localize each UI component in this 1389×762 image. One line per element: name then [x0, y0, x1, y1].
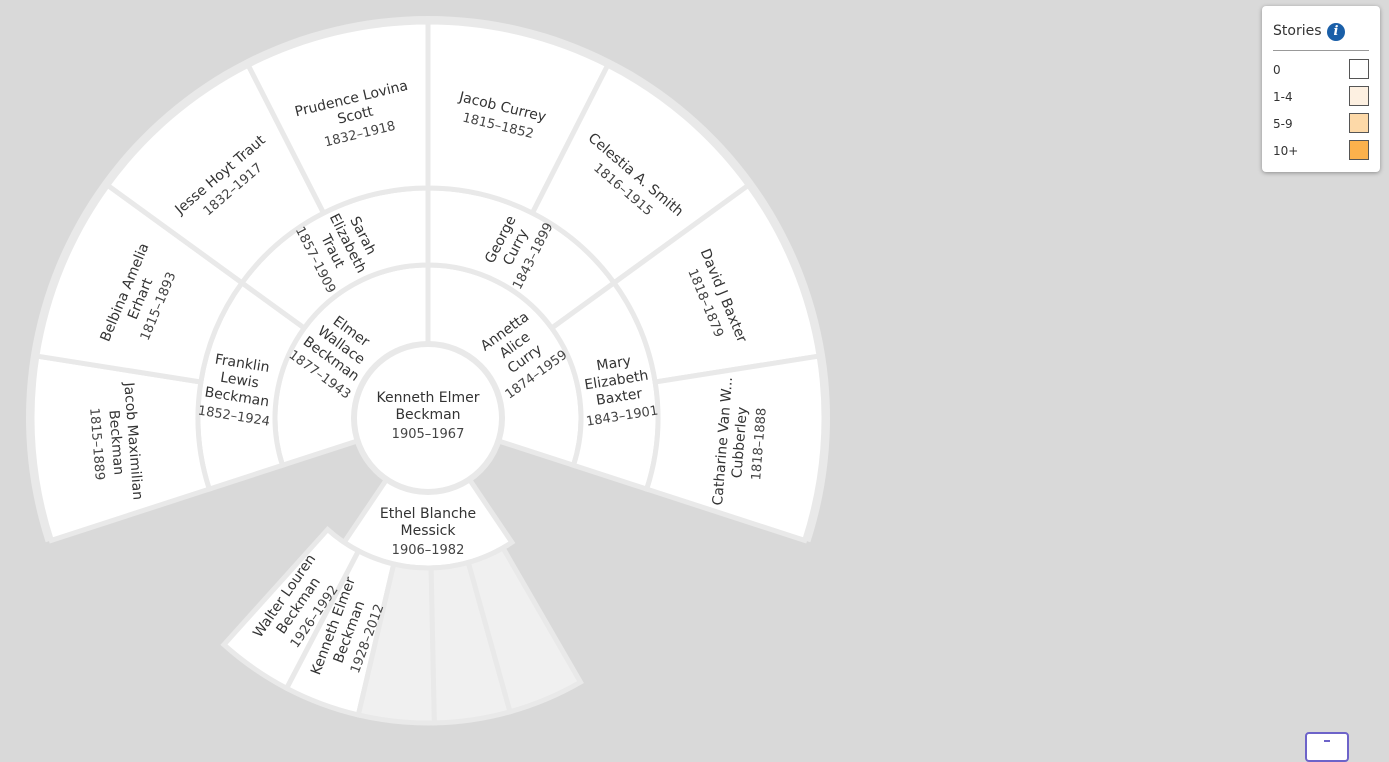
legend-label: 0 — [1273, 63, 1281, 77]
info-icon[interactable]: i — [1327, 23, 1345, 41]
legend-row: 10+ — [1273, 140, 1369, 162]
legend-row: 5-9 — [1273, 113, 1369, 135]
corner-button[interactable] — [1305, 732, 1349, 762]
person-dates: 1815–1889 — [86, 407, 107, 481]
legend-swatch — [1349, 86, 1369, 106]
empty-child-segment — [465, 544, 584, 715]
legend-row: 0 — [1273, 59, 1369, 81]
legend-label: 1-4 — [1273, 90, 1293, 104]
legend-swatch — [1349, 59, 1369, 79]
child-segment[interactable] — [220, 525, 362, 692]
legend-row: 1-4 — [1273, 86, 1369, 108]
person-label: Kenneth Elmer Beckman 1905–1967 — [376, 390, 479, 442]
stories-legend: Stories i 0 1-4 5-9 10+ — [1262, 6, 1380, 172]
person-label: Ethel Blanche Messick 1906–1982 — [380, 506, 476, 558]
person-name: MaryElizabethBaxter — [581, 351, 652, 410]
person-dates: 1905–1967 — [392, 427, 465, 442]
fan-chart: ElmerWallaceBeckman1877–1943AnnettaAlice… — [25, 15, 831, 726]
root-circle[interactable] — [351, 341, 505, 495]
empty-child-segment — [355, 561, 437, 726]
person-dates: 1818–1888 — [749, 407, 770, 481]
legend-swatch — [1349, 140, 1369, 160]
legend-swatch — [1349, 113, 1369, 133]
legend-divider — [1273, 50, 1369, 51]
empty-child-segment — [428, 559, 514, 726]
person-dates: 1906–1982 — [392, 543, 465, 558]
legend-title: Stories — [1273, 23, 1322, 39]
legend-label: 10+ — [1273, 144, 1299, 158]
ancestor-segment[interactable] — [643, 353, 827, 544]
person-name: Ethel Blanche Messick — [380, 506, 476, 539]
spinner-icon — [1324, 740, 1330, 748]
legend-label: 5-9 — [1273, 117, 1293, 131]
